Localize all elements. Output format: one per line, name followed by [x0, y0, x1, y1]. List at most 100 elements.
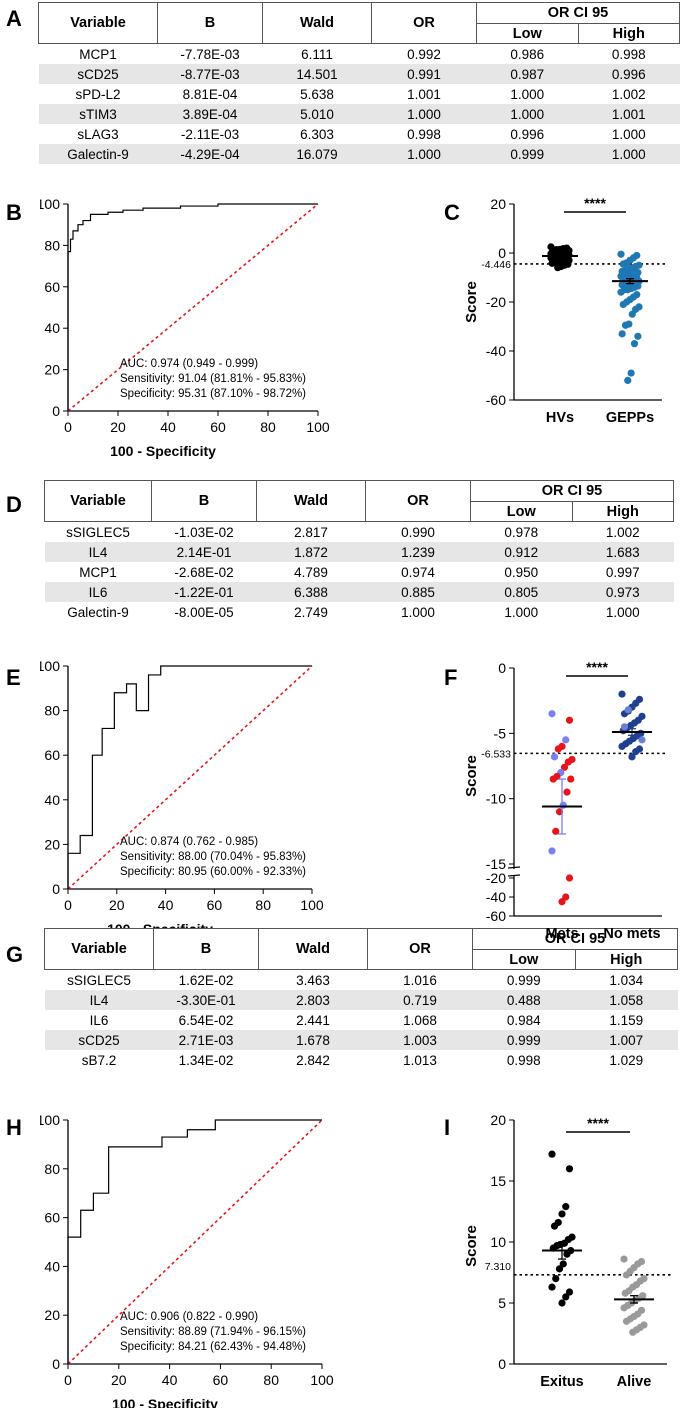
panel-label-b: B — [6, 200, 22, 225]
table-row: sSIGLEC5 1.62E-02 3.463 1.016 0.999 1.034 — [45, 970, 678, 991]
scatter-chart-c: -60 -40 -20 0 20 -4.446 HVs GEPPs **** Score — [463, 195, 668, 426]
data-point — [627, 369, 635, 377]
table-cell: 0.996 — [578, 64, 680, 84]
significance-label: **** — [587, 1115, 609, 1131]
col-low: Low — [476, 23, 579, 44]
y-tick-label: 20 — [490, 1112, 506, 1128]
panel-label-e: E — [6, 665, 21, 690]
table-cell: 1.000 — [605, 604, 640, 620]
data-point — [618, 742, 626, 750]
table-cell: 6.111 — [301, 46, 333, 62]
table-row: sSIGLEC5 -1.03E-02 2.817 0.990 0.978 1.002 — [45, 522, 674, 543]
table-cell: 2.14E-01 — [151, 542, 257, 562]
y-tick-label: 0 — [52, 881, 60, 897]
y-tick-label: 40 — [44, 320, 60, 336]
data-point — [628, 310, 636, 318]
col-low: Low — [470, 501, 573, 522]
table-cell: MCP1 — [79, 564, 117, 580]
col-high: High — [571, 501, 674, 522]
table-cell: 1.678 — [258, 1030, 368, 1050]
data-point — [555, 1265, 564, 1273]
x-axis-label: 100 - Specificity — [112, 1396, 218, 1408]
table-row: MCP1 -7.78E-03 6.111 0.992 0.986 0.998 — [39, 44, 680, 65]
category-label: Mets — [545, 926, 578, 940]
y-tick-label: -5 — [494, 725, 507, 741]
data-point — [621, 321, 630, 329]
table-cell: 1.007 — [575, 1030, 678, 1050]
table-cell: 1.000 — [476, 104, 578, 124]
axis-break-mark — [507, 866, 521, 869]
axis-break — [508, 869, 520, 875]
table-cell: 2.71E-03 — [153, 1030, 259, 1050]
reference-line — [67, 203, 319, 412]
axis-break-mark — [507, 874, 521, 877]
table-cell: 0.997 — [605, 564, 640, 580]
x-tick-label: 60 — [210, 419, 226, 435]
table-cell: 2.749 — [294, 604, 328, 620]
table-cell: 1.34E-02 — [178, 1052, 234, 1068]
col-high: High — [574, 949, 678, 970]
x-tick-label: 100 — [300, 897, 324, 913]
panel-label-a: A — [6, 6, 22, 31]
col-or: OR — [367, 928, 473, 970]
category-label: No mets — [603, 926, 660, 940]
table-row: IL4 2.14E-01 1.872 1.239 0.912 1.683 — [44, 542, 674, 562]
x-tick-label: 60 — [207, 897, 223, 913]
data-point — [565, 874, 574, 882]
table-cell: sPD-L2 — [75, 86, 121, 102]
col-b: B — [151, 480, 257, 522]
y-tick-label: 5 — [498, 1295, 506, 1311]
y-tick-label: 20 — [490, 196, 506, 212]
y-tick-label: -40 — [486, 343, 506, 359]
table-cell: -7.78E-03 — [180, 46, 240, 62]
panel-label-h: H — [6, 1115, 22, 1140]
table-cell: 2.803 — [258, 990, 368, 1010]
roc-curve — [67, 203, 318, 411]
y-tick-label: -60 — [486, 908, 506, 924]
table-cell: 14.501 — [262, 64, 372, 84]
data-point — [560, 763, 569, 771]
y-tick-label: 100 — [40, 196, 60, 212]
data-point — [549, 775, 557, 783]
y-tick-label: 0 — [498, 245, 506, 261]
table-cell: IL6 — [44, 582, 152, 602]
panel-label-i: I — [444, 1115, 451, 1140]
table-cell: 2.441 — [296, 1012, 330, 1028]
table-cell: 1.000 — [401, 604, 435, 620]
table-cell: sSIGLEC5 — [67, 972, 131, 988]
data-point — [624, 706, 632, 714]
data-point — [562, 736, 570, 744]
data-point — [552, 827, 560, 835]
panel-label-g: G — [6, 942, 24, 967]
table-cell: 6.54E-02 — [178, 1012, 234, 1028]
table-cell: 2.842 — [296, 1052, 330, 1068]
table-row: sPD-L2 8.81E-04 5.638 1.001 1.000 1.002 — [39, 84, 680, 104]
x-tick-label: 60 — [213, 1372, 229, 1388]
table-cell: 4.789 — [294, 564, 328, 580]
table-cell: 6.303 — [300, 126, 334, 142]
data-point — [617, 288, 625, 296]
table-cell: 0.978 — [504, 524, 539, 540]
y-tick-label: 0 — [52, 403, 60, 419]
roc-curve — [67, 1119, 322, 1364]
data-point — [554, 745, 562, 753]
table-cell: 1.239 — [365, 542, 471, 562]
table-cell: 1.013 — [403, 1052, 437, 1068]
col-variable: Variable — [44, 480, 152, 522]
category-label: HVs — [546, 410, 574, 426]
table-cell: -8.77E-03 — [157, 64, 263, 84]
panel-label-f: F — [444, 665, 458, 690]
table-cell: 0.885 — [365, 582, 471, 602]
data-point — [555, 808, 564, 816]
category-label: GEPPs — [606, 410, 654, 426]
y-tick-label: 10 — [490, 1234, 506, 1250]
table-cell: 16.079 — [262, 144, 372, 164]
table-cell: 1.000 — [371, 104, 477, 124]
table-cell: 0.998 — [407, 126, 441, 142]
table-cell: 1.872 — [256, 542, 366, 562]
reference-line — [67, 665, 313, 890]
col-low: Low — [472, 949, 576, 970]
data-point — [565, 716, 574, 724]
data-point — [559, 1260, 567, 1268]
y-tick-label: -15 — [486, 856, 506, 872]
